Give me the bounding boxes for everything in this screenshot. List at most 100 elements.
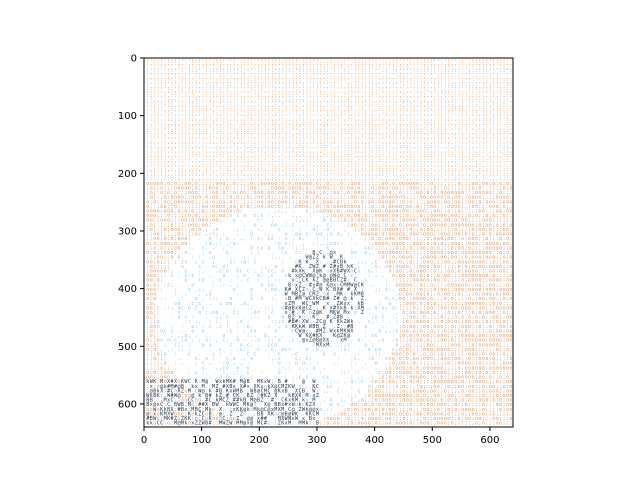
glyph-mark: :: [254, 56, 257, 62]
glyph-mark: ,: [350, 61, 353, 67]
glyph-mark: ;: [343, 75, 346, 81]
glyph-mark: ;: [364, 227, 367, 233]
glyph-mark: ,: [430, 112, 433, 118]
glyph-mark: ,: [447, 107, 450, 113]
glyph-mark: :: [485, 153, 488, 159]
glyph-mark: o: [458, 264, 461, 270]
glyph-mark: ;: [378, 218, 381, 224]
glyph-mark: o: [212, 255, 215, 261]
glyph-mark: o: [267, 199, 270, 205]
glyph-mark: .: [202, 268, 205, 274]
glyph-mark: ;: [160, 172, 163, 178]
glyph-mark: ;: [510, 167, 513, 173]
glyph-mark: ;: [364, 112, 367, 118]
glyph-mark: o: [399, 195, 402, 201]
glyph-mark: :: [309, 89, 312, 95]
glyph-mark: c: [326, 245, 329, 251]
glyph-mark: K: [299, 264, 302, 270]
glyph-mark: :: [371, 56, 374, 62]
glyph-mark: ,: [402, 172, 405, 178]
glyph-mark: :: [267, 112, 270, 118]
glyph-mark: ,: [478, 176, 481, 182]
glyph-mark: ,: [496, 162, 499, 168]
glyph-mark: ,: [198, 172, 201, 178]
glyph-mark: ;: [198, 199, 201, 205]
glyph-mark: o: [146, 250, 149, 256]
glyph-mark: ;: [146, 102, 149, 108]
glyph-mark: ;: [437, 227, 440, 233]
glyph-mark: o: [478, 278, 481, 284]
glyph-mark: ,: [171, 172, 174, 178]
glyph-mark: o: [461, 222, 464, 228]
glyph-mark: ,: [323, 158, 326, 164]
glyph-mark: ;: [392, 130, 395, 136]
glyph-mark: ,: [413, 144, 416, 150]
glyph-mark: o: [461, 273, 464, 279]
glyph-mark: :: [326, 61, 329, 67]
glyph-mark: ,: [506, 66, 509, 72]
glyph-mark: ,: [392, 287, 395, 293]
glyph-mark: o: [150, 209, 153, 215]
glyph-mark: ;: [430, 125, 433, 131]
glyph-mark: ;: [205, 125, 208, 131]
glyph-mark: ;: [364, 190, 367, 196]
glyph-mark: o: [188, 199, 191, 205]
glyph-mark: ;: [299, 227, 302, 233]
glyph-mark: ;: [409, 264, 412, 270]
glyph-mark: ;: [399, 213, 402, 219]
glyph-mark: ,: [177, 112, 180, 118]
glyph-mark: ;: [171, 116, 174, 122]
glyph-mark: ,: [250, 227, 253, 233]
glyph-mark: ;: [171, 181, 174, 187]
glyph-mark: ;: [427, 130, 430, 136]
glyph-mark: :: [278, 162, 281, 168]
glyph-mark: o: [368, 268, 371, 274]
glyph-mark: ;: [413, 292, 416, 298]
glyph-mark: :: [347, 66, 350, 72]
glyph-mark: ;: [305, 75, 308, 81]
glyph-mark: o: [347, 185, 350, 191]
glyph-mark: ;: [198, 185, 201, 191]
glyph-mark: ;: [510, 259, 513, 265]
glyph-mark: ;: [406, 135, 409, 141]
glyph-mark: C: [340, 282, 343, 288]
glyph-mark: ;: [451, 218, 454, 224]
glyph-mark: ;: [337, 79, 340, 85]
glyph-mark: :: [337, 139, 340, 145]
glyph-mark: ;: [506, 204, 509, 210]
glyph-mark: :: [316, 93, 319, 99]
glyph-mark: o: [437, 199, 440, 205]
glyph-mark: o: [153, 213, 156, 219]
glyph-mark: ;: [492, 167, 495, 173]
glyph-mark: ;: [181, 222, 184, 228]
glyph-mark: ;: [150, 149, 153, 155]
glyph-mark: c: [254, 259, 257, 265]
glyph-mark: ;: [451, 172, 454, 178]
glyph-mark: o: [420, 213, 423, 219]
glyph-mark: ;: [292, 176, 295, 182]
glyph-mark: ;: [468, 181, 471, 187]
glyph-mark: c: [278, 209, 281, 215]
glyph-mark: ,: [492, 112, 495, 118]
glyph-mark: o: [177, 209, 180, 215]
glyph-mark: ,: [157, 56, 160, 62]
glyph-mark: ;: [510, 218, 513, 224]
glyph-mark: ;: [215, 56, 218, 62]
glyph-mark: ;: [236, 162, 239, 168]
glyph-mark: :: [475, 125, 478, 131]
glyph-mark: ,: [195, 125, 198, 131]
glyph-mark: ;: [430, 144, 433, 150]
glyph-mark: o: [392, 181, 395, 187]
glyph-mark: ;: [461, 204, 464, 210]
glyph-mark: ;: [427, 144, 430, 150]
glyph-mark: ;: [274, 130, 277, 136]
glyph-mark: ,: [316, 222, 319, 228]
glyph-mark: ;: [274, 268, 277, 274]
glyph-mark: ,: [264, 89, 267, 95]
glyph-mark: o: [395, 268, 398, 274]
glyph-mark: o: [171, 209, 174, 215]
glyph-mark: :: [167, 79, 170, 85]
glyph-mark: o: [458, 204, 461, 210]
glyph-mark: ;: [188, 70, 191, 76]
glyph-mark: ;: [202, 172, 205, 178]
